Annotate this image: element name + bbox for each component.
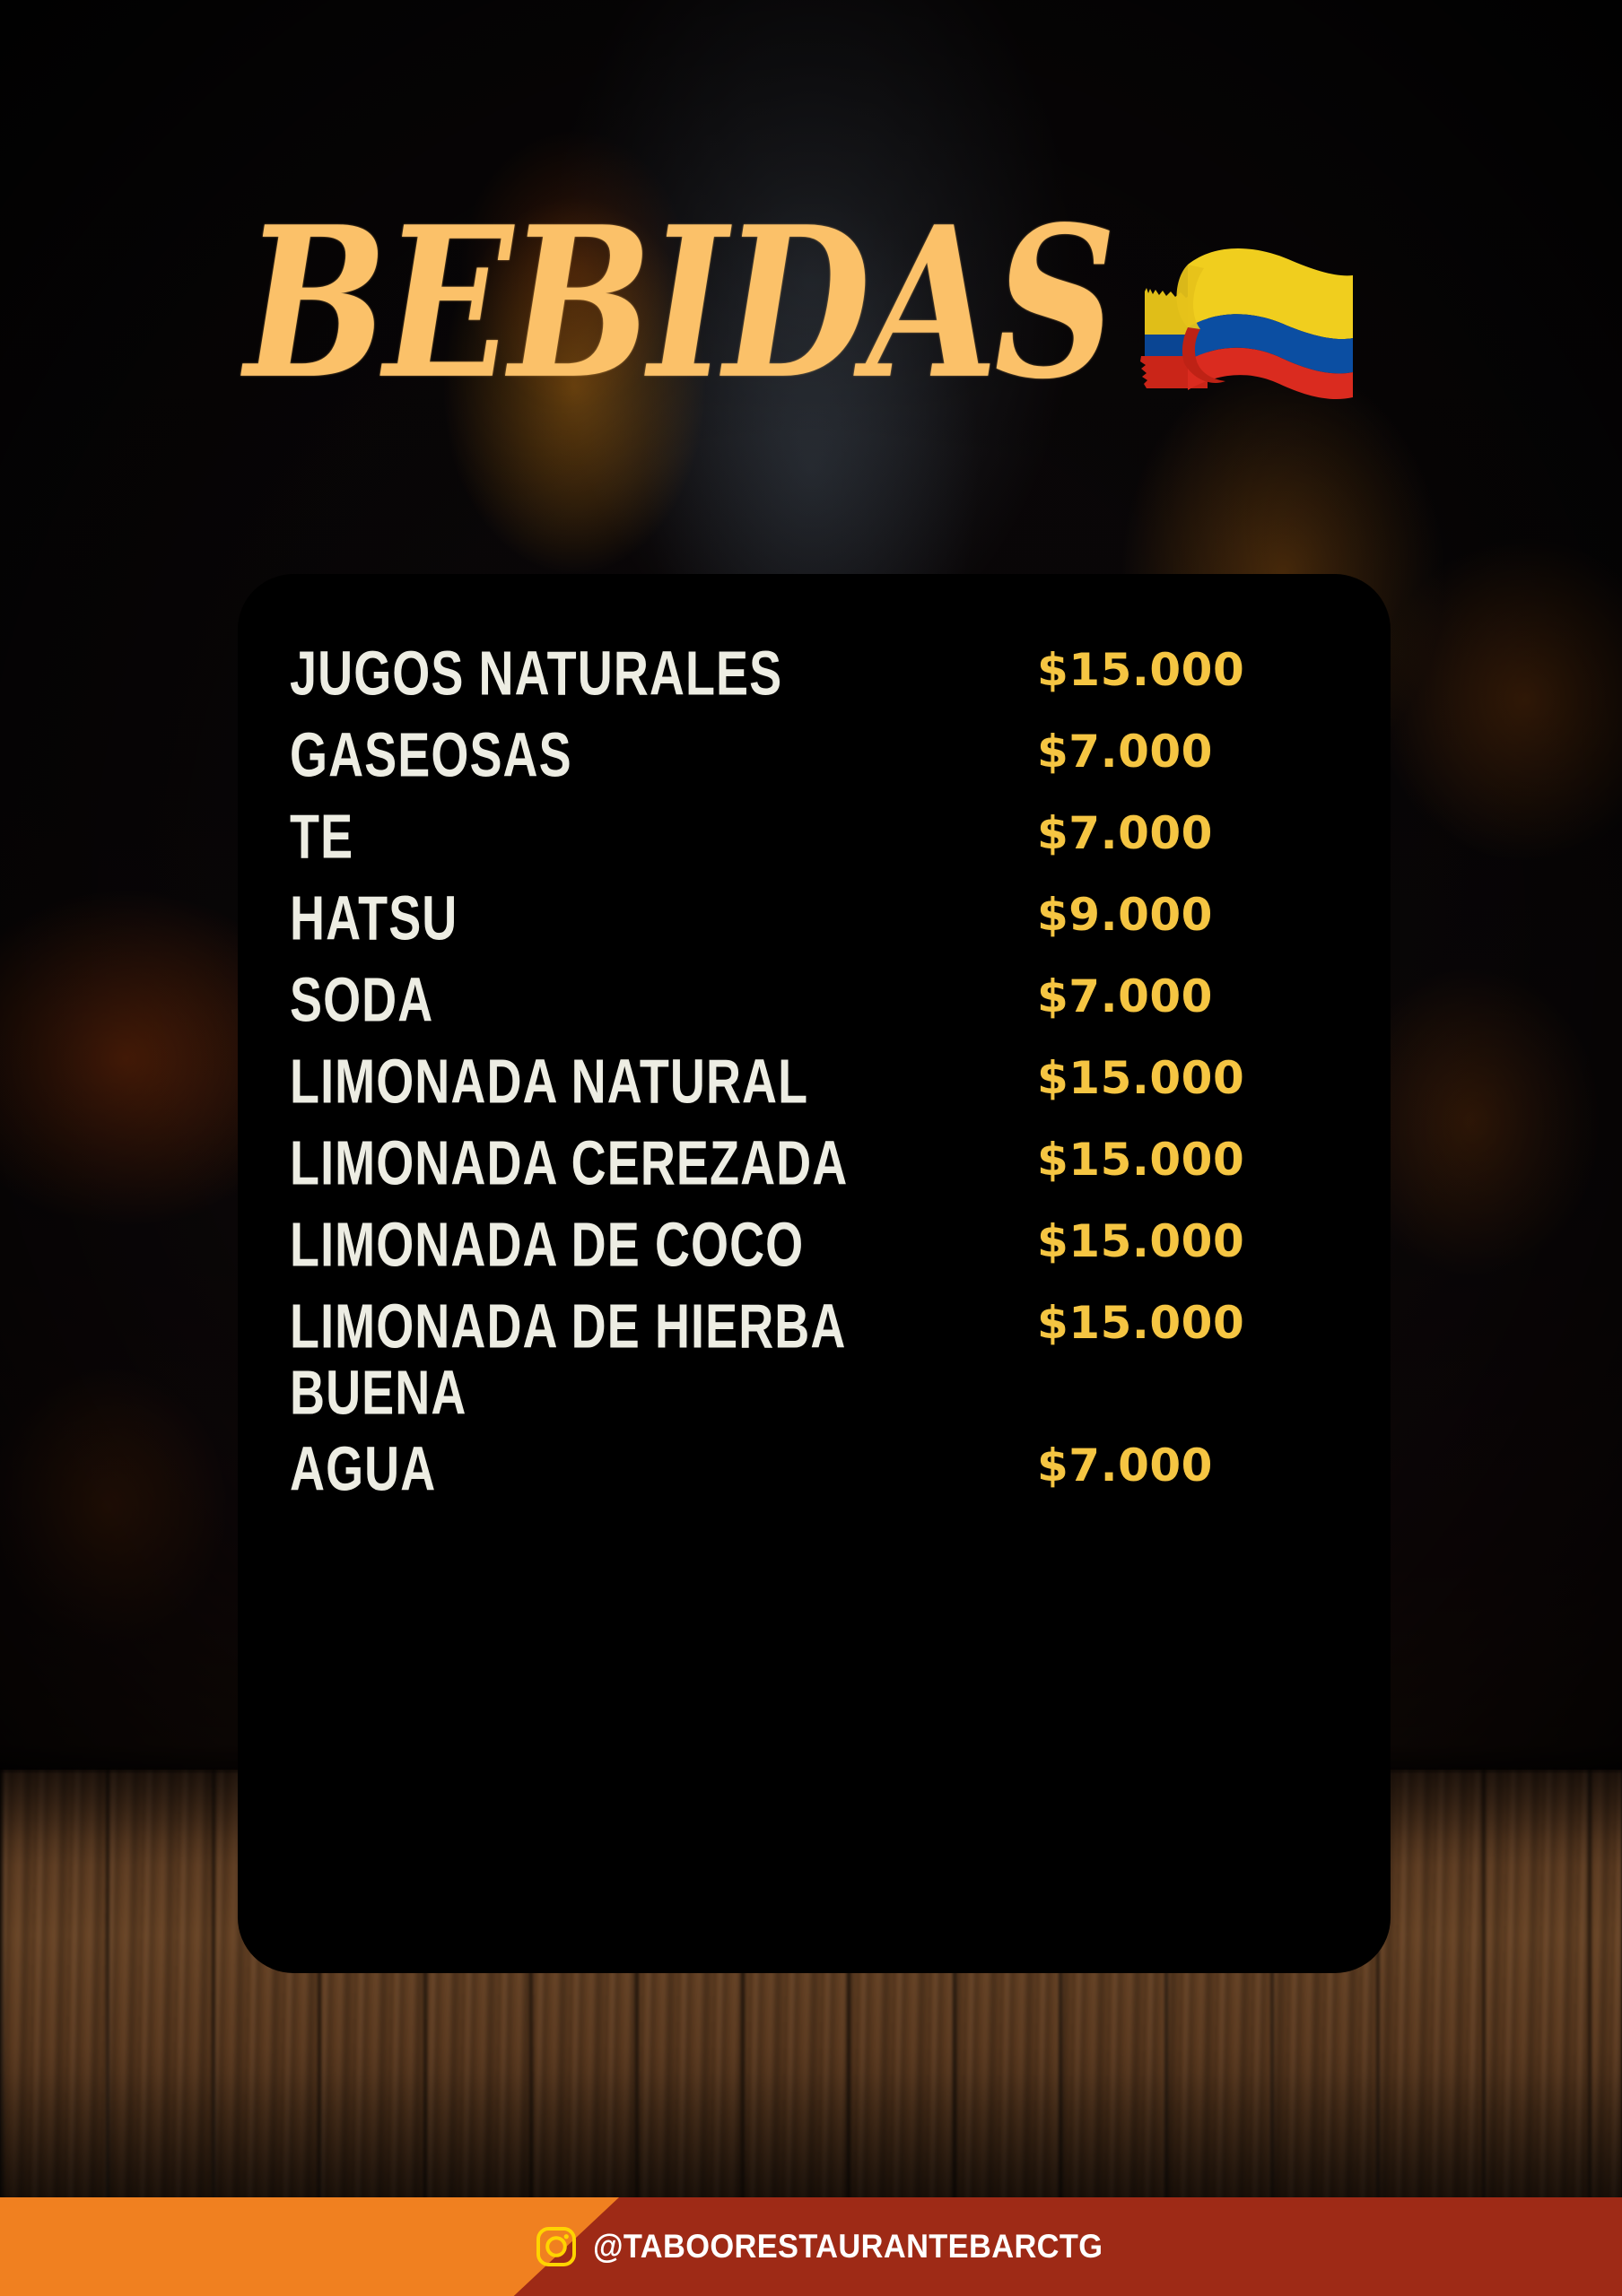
footer-orange-block	[0, 2197, 619, 2296]
menu-item-name: LIMONADA NATURAL	[290, 1046, 809, 1117]
menu-item-name: AGUA	[290, 1433, 437, 1504]
menu-row: LIMONADA CEREZADA $15.000	[290, 1130, 1339, 1204]
menu-item-name: LIMONADA CEREZADA	[290, 1127, 849, 1198]
footer-bar: @TABOORESTAURANTEBARCTG	[0, 2197, 1622, 2296]
menu-item-price: $9.000	[1037, 889, 1213, 941]
menu-item-name: LIMONADA DE HIERBA BUENA	[290, 1291, 847, 1428]
menu-item-name: JUGOS NATURALES	[290, 638, 783, 709]
poster-header: BEBIDAS	[0, 199, 1622, 430]
menu-row: TE $7.000	[290, 804, 1339, 877]
menu-row: HATSU $9.000	[290, 885, 1339, 959]
menu-item-price: $15.000	[1037, 1297, 1245, 1349]
menu-list: JUGOS NATURALES $15.000 GASEOSAS $7.000 TE $7…	[238, 640, 1391, 1509]
menu-item-name: SODA	[290, 964, 434, 1035]
menu-row: JUGOS NATURALES $15.000	[290, 640, 1339, 714]
menu-item-price: $15.000	[1037, 1134, 1245, 1186]
menu-row: LIMONADA DE COCO $15.000	[290, 1212, 1339, 1285]
instagram-icon[interactable]	[534, 2224, 579, 2269]
menu-row: AGUA $7.000	[290, 1436, 1339, 1509]
menu-item-price: $7.000	[1037, 970, 1213, 1022]
menu-item-price: $7.000	[1037, 726, 1213, 778]
footer-content: @TABOORESTAURANTEBARCTG	[0, 2197, 1622, 2296]
colombia-flag-icon	[1129, 238, 1354, 404]
menu-item-name: GASEOSAS	[290, 719, 572, 790]
menu-row: LIMONADA DE HIERBA BUENA $15.000	[290, 1293, 1339, 1428]
instagram-handle[interactable]: @TABOORESTAURANTEBARCTG	[593, 2228, 1103, 2265]
menu-item-name: TE	[290, 801, 354, 872]
menu-item-price: $15.000	[1037, 644, 1245, 696]
menu-row: GASEOSAS $7.000	[290, 722, 1339, 796]
menu-item-name: LIMONADA DE COCO	[290, 1209, 805, 1280]
menu-row: LIMONADA NATURAL $15.000	[290, 1048, 1339, 1122]
menu-item-price: $7.000	[1037, 1439, 1213, 1492]
menu-item-price: $15.000	[1037, 1215, 1245, 1267]
menu-item-price: $7.000	[1037, 807, 1213, 859]
menu-card: JUGOS NATURALES $15.000 GASEOSAS $7.000 TE $7…	[238, 574, 1391, 1973]
page-title: BEBIDAS	[244, 180, 1116, 425]
menu-item-name: HATSU	[290, 883, 458, 953]
menu-item-price: $15.000	[1037, 1052, 1245, 1104]
menu-row: SODA $7.000	[290, 967, 1339, 1040]
